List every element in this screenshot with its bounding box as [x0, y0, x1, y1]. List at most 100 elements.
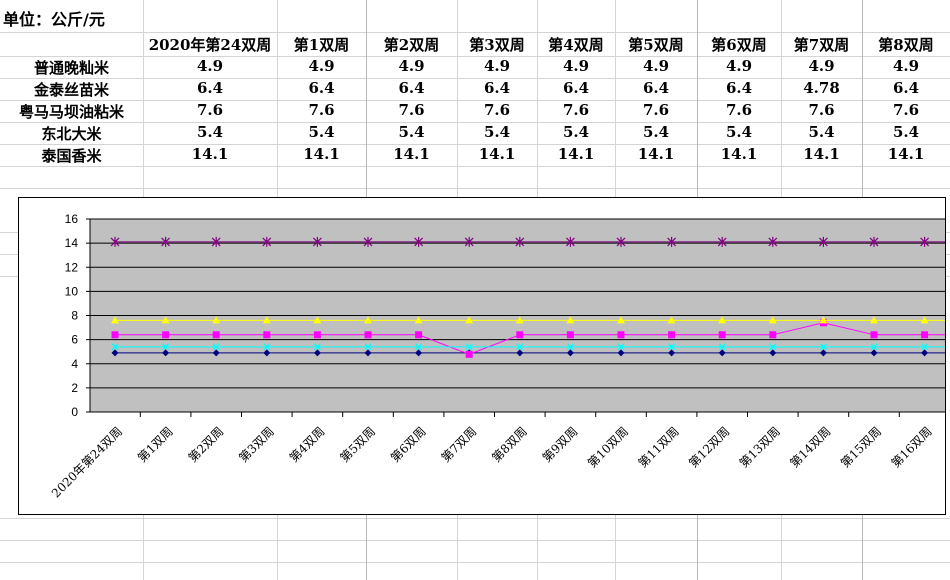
column-header[interactable]: 第2双周 — [383, 36, 440, 54]
row-name[interactable]: 东北大米 — [41, 125, 102, 143]
row-name[interactable]: 金泰丝苗米 — [33, 81, 109, 99]
data-point — [414, 236, 424, 247]
data-point — [921, 343, 929, 351]
data-point — [565, 236, 575, 247]
table-cell[interactable]: 6.4 — [196, 79, 224, 97]
column-header[interactable]: 第6双周 — [711, 36, 767, 54]
data-point — [415, 349, 423, 357]
x-tick-label: 第3双周 — [236, 424, 277, 465]
chart-svg: 02468101214162020年第24双周 第1双周 第2双周 第3双周 第4双周第… — [49, 212, 945, 500]
table-cell[interactable]: 4.9 — [562, 57, 590, 75]
column-header[interactable]: 第7双周 — [793, 36, 850, 54]
table-cell[interactable]: 4.9 — [808, 57, 835, 75]
data-point — [617, 349, 625, 357]
data-point — [617, 316, 625, 324]
table-cell[interactable]: 6.4 — [398, 79, 425, 97]
data-point — [768, 236, 778, 247]
x-tick-label: 第12双周 — [686, 424, 732, 470]
column-header[interactable]: 第8双周 — [878, 36, 934, 54]
table-cell[interactable]: 6.4 — [562, 79, 590, 97]
row-name[interactable]: 粤马马坝油粘米 — [18, 103, 124, 121]
table-cell[interactable]: 4.9 — [892, 57, 920, 75]
table-cell[interactable]: 7.6 — [196, 101, 224, 119]
table-cell[interactable]: 5.4 — [642, 123, 670, 141]
table-cell[interactable]: 4.9 — [642, 57, 670, 75]
data-point — [211, 236, 221, 247]
y-tick-label: 16 — [65, 212, 79, 226]
table-cell[interactable]: 4.9 — [725, 57, 753, 75]
data-point — [415, 331, 423, 339]
table-cell[interactable]: 14.1 — [478, 145, 516, 163]
table-cell[interactable]: 5.4 — [196, 123, 224, 141]
table-cell[interactable]: 5.4 — [808, 123, 835, 141]
row-name[interactable]: 普通晚籼米 — [33, 59, 109, 77]
table-cell[interactable]: 5.4 — [562, 123, 590, 141]
table-cell[interactable]: 4.9 — [308, 57, 335, 75]
table-cell[interactable]: 14.1 — [887, 145, 925, 163]
table-cell[interactable]: 6.4 — [483, 79, 511, 97]
data-point — [921, 349, 929, 357]
table-cell[interactable]: 6.4 — [308, 79, 335, 97]
column-header[interactable]: 2020年第24双周 — [148, 36, 272, 54]
y-tick-label: 14 — [65, 236, 79, 250]
x-tick-label: 第16双周 — [889, 424, 935, 470]
data-point — [566, 343, 574, 351]
table-cell[interactable]: 5.4 — [725, 123, 753, 141]
table-cell[interactable]: 7.6 — [892, 101, 920, 119]
row-gridline — [0, 32, 950, 33]
data-point — [262, 316, 271, 324]
table-cell[interactable]: 14.1 — [303, 145, 340, 163]
table-cell[interactable]: 4.9 — [196, 57, 224, 75]
y-tick-label: 10 — [65, 284, 79, 298]
table-cell[interactable]: 7.6 — [308, 101, 335, 119]
data-point — [718, 331, 726, 339]
table-cell[interactable]: 7.6 — [483, 101, 511, 119]
table-cell[interactable]: 5.4 — [892, 123, 920, 141]
x-tick-label: 第11双周 — [636, 424, 682, 470]
column-header[interactable]: 第4双周 — [548, 36, 604, 54]
data-point — [364, 343, 372, 351]
table-cell[interactable]: 6.4 — [725, 79, 753, 97]
row-gridline — [0, 100, 950, 101]
data-point — [769, 343, 777, 351]
table-cell[interactable]: 5.4 — [398, 123, 425, 141]
row-gridline — [0, 56, 950, 57]
x-tick-label: 第8双周 — [489, 424, 530, 465]
data-point — [819, 349, 827, 357]
table-cell[interactable]: 14.1 — [720, 145, 758, 163]
data-point — [870, 331, 878, 339]
table-cell[interactable]: 14.1 — [803, 145, 840, 163]
column-header[interactable]: 第3双周 — [469, 36, 525, 54]
x-tick-label: 2020年第24双周 — [49, 424, 125, 500]
line-chart[interactable]: 0 2 4 6 8 10 12 14 16 2020年第24双周 第1双周 第2双周 第3双周 第4双周第… — [18, 197, 946, 515]
table-cell[interactable]: 14.1 — [637, 145, 675, 163]
column-header[interactable]: 第1双周 — [293, 36, 350, 54]
table-cell[interactable]: 4.9 — [398, 57, 425, 75]
row-name[interactable]: 泰国香米 — [41, 147, 102, 165]
data-point — [465, 350, 473, 358]
table-cell[interactable]: 7.6 — [562, 101, 590, 119]
data-point — [313, 343, 321, 351]
table-cell[interactable]: 7.6 — [725, 101, 753, 119]
table-cell[interactable]: 6.4 — [892, 79, 920, 97]
row-gridline — [0, 540, 950, 541]
table-cell[interactable]: 5.4 — [483, 123, 511, 141]
table-cell[interactable]: 4.9 — [483, 57, 511, 75]
x-tick-label: 第7双周 — [439, 424, 480, 465]
table-cell[interactable]: 14.1 — [557, 145, 595, 163]
table-cell[interactable]: 7.6 — [642, 101, 670, 119]
table-cell[interactable]: 5.4 — [308, 123, 335, 141]
column-header[interactable]: 第5双周 — [628, 36, 684, 54]
data-point — [819, 316, 828, 324]
data-point — [768, 316, 777, 324]
data-point — [212, 349, 220, 357]
table-cell[interactable]: 6.4 — [642, 79, 670, 97]
table-cell[interactable]: 14.1 — [191, 145, 229, 163]
table-cell[interactable]: 4.78 — [803, 79, 840, 97]
table-cell[interactable]: 7.6 — [398, 101, 425, 119]
table-cell[interactable]: 7.6 — [808, 101, 835, 119]
data-point — [920, 316, 929, 324]
data-point — [515, 236, 525, 247]
table-cell[interactable]: 14.1 — [393, 145, 430, 163]
data-point — [364, 331, 372, 339]
